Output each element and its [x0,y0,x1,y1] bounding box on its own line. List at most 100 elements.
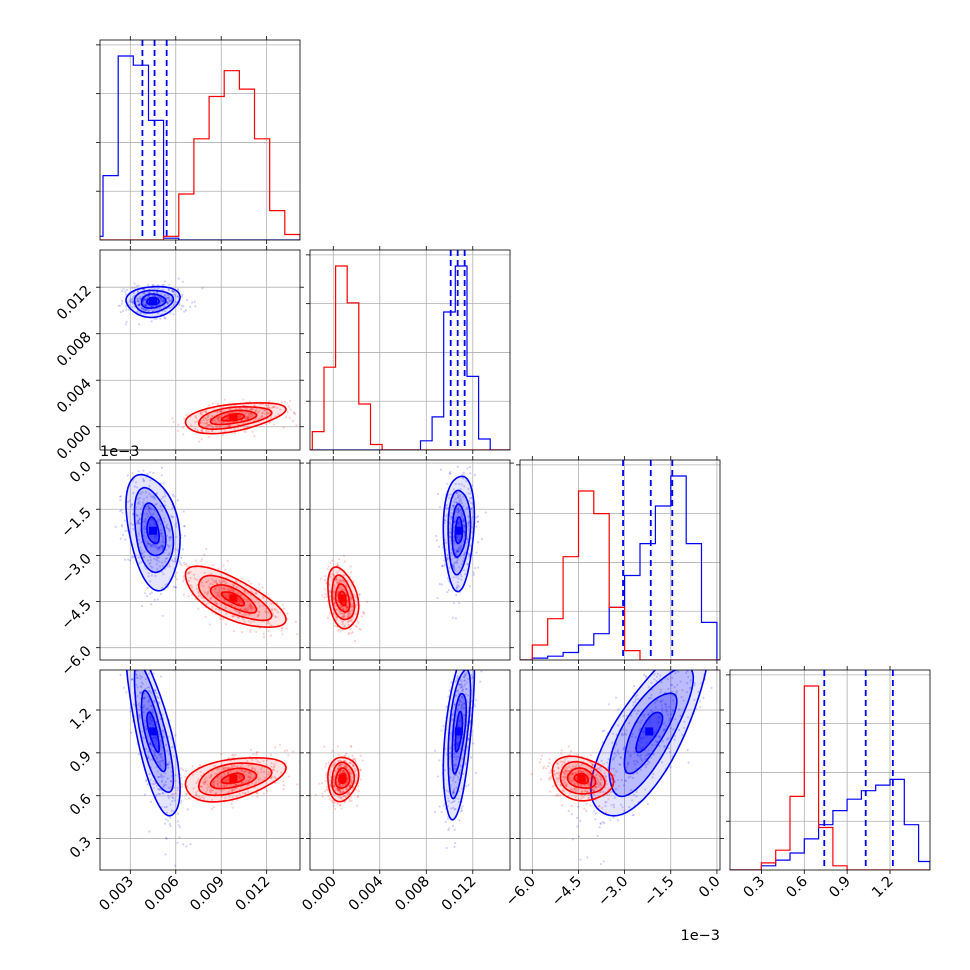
scatter-point [163,294,166,297]
scatter-point [161,284,164,287]
scatter-point [644,758,647,761]
scatter-point [173,293,176,296]
scatter-point [142,556,145,559]
scatter-point [628,722,631,725]
scatter-point [140,675,144,679]
scatter-point [245,415,248,418]
scatter-point [344,764,347,767]
scatter-point [452,566,455,569]
scatter-point [123,558,127,561]
scatter-point [660,761,664,764]
scatter-point [259,416,262,419]
scatter-point [171,290,174,293]
scatter-point [348,619,351,623]
scatter-point [130,301,133,304]
scatter-point [342,582,346,585]
scatter-point [462,524,465,527]
scatter-point [240,419,243,422]
scatter-point [169,824,172,828]
scatter-point [476,520,479,523]
scatter-point [160,497,163,500]
scatter-point [343,765,346,768]
scatter-point [587,796,591,799]
scatter-point [281,603,284,607]
scatter-point [677,670,680,673]
scatter-point [223,579,226,583]
scatter-point [339,803,342,807]
scatter-point [166,302,169,305]
scatter-point [238,611,241,614]
scatter-point [225,778,228,782]
scatter-point [456,743,459,746]
scatter-point [475,525,478,528]
scatter-point [201,428,204,432]
scatter-point [187,572,190,575]
scatter-point [611,741,614,745]
scatter-point [188,797,191,800]
scatter-point [355,773,358,776]
scatter-point [604,801,607,804]
scatter-point [351,776,354,779]
scatter-point [339,785,342,788]
scatter-point [601,879,603,881]
scatter-point [205,430,208,433]
scatter-point [457,496,460,499]
scatter-point [640,741,643,744]
scatter-point [241,792,244,795]
scatter-point [597,767,601,770]
scatter-point [148,484,151,487]
scatter-point [211,782,215,785]
scatter-point [621,732,624,735]
scatter-point [452,488,455,491]
scatter-point [225,784,228,787]
scatter-point [147,572,150,575]
scatter-point [655,729,658,732]
scatter-point [276,770,279,773]
scatter-point [246,416,249,419]
scatter-point [585,809,588,812]
scatter-point [323,588,326,591]
scatter-point [149,565,152,568]
contour-line [334,767,351,789]
scatter-point [475,516,478,519]
scatter-point [353,767,356,770]
scatter-point [267,407,271,410]
scatter-point [244,614,247,617]
scatter-point [175,535,178,539]
scatter-point [243,607,246,610]
scatter-point [217,417,220,420]
scatter-point [348,784,351,787]
scatter-point [335,616,338,619]
scatter-point [458,700,461,703]
scatter-point [341,784,344,787]
scatter-point [278,743,281,746]
scatter-point [145,594,149,598]
scatter-point [339,796,342,799]
scatter-point [342,615,345,618]
scatter-point [599,822,603,825]
scatter-point [457,704,461,707]
scatter-point [267,629,270,633]
scatter-point [136,522,139,525]
scatter-point [141,505,144,508]
scatter-point [339,788,342,791]
scatter-point [160,780,163,783]
scatter-point [148,309,151,312]
scatter-point [336,767,339,771]
scatter-point [724,649,726,651]
scatter-point [219,618,222,621]
scatter-point [231,589,234,592]
scatter-point [153,535,156,538]
scatter-point [457,719,461,722]
scatter-point [678,708,681,711]
scatter-point [270,776,274,779]
scatter-point [455,758,458,761]
scatter-point [346,606,349,609]
scatter-point [453,828,456,832]
scatter-point [156,695,159,698]
scatter-point [362,610,365,614]
scatter-point [182,305,185,308]
scatter-point [612,803,615,806]
scatter-point [578,765,581,768]
scatter-point [160,752,163,755]
